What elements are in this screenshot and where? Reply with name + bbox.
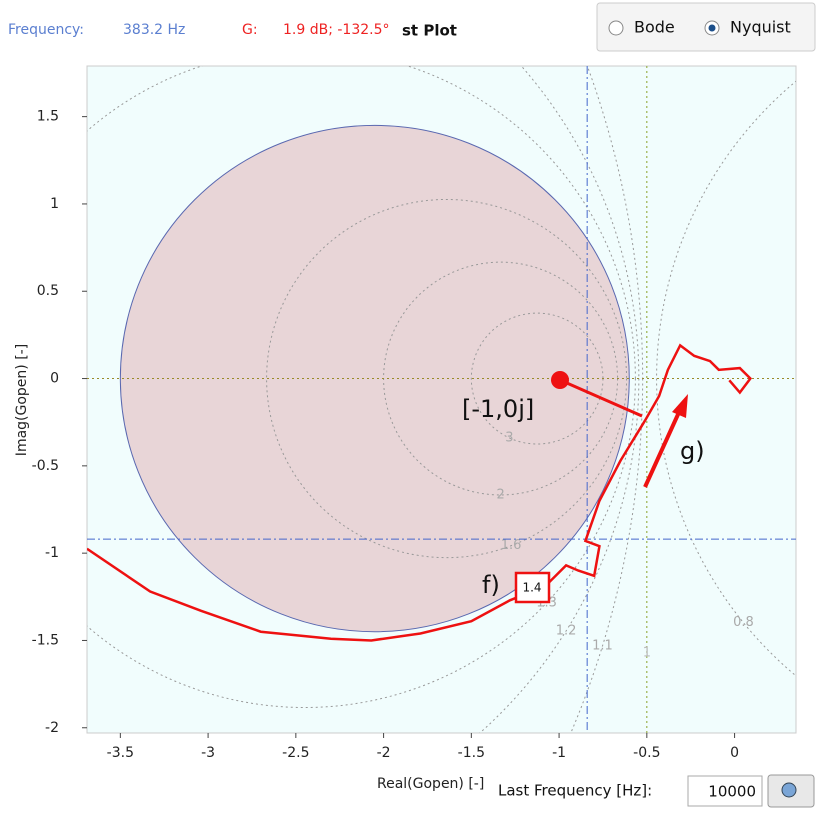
boxed-label: 1.4 (522, 581, 541, 595)
frequency-value: 383.2 Hz (123, 22, 185, 38)
x-tick-label: -1.5 (458, 745, 485, 761)
y-tick-label: -2 (45, 720, 59, 736)
g-annotation: g) (680, 437, 705, 465)
m-circle (656, 80, 796, 677)
m-circle-label: 3 (505, 430, 513, 445)
m-circle-label: 0.8 (733, 615, 754, 630)
arrow-line (643, 409, 682, 488)
y-tick-label: -1 (45, 545, 59, 561)
x-tick-label: -3 (201, 745, 215, 761)
m-circle (266, 198, 628, 559)
footer-bg (494, 772, 684, 808)
stability-circle (119, 124, 630, 633)
m-circle (87, 66, 636, 708)
zoom-icon (781, 782, 797, 798)
axes: -3.5 -3 -2.5 -2 -1.5 -1 -0.5 0 -2 -1.5 -1 -0.5 0 0.5 1… (32, 109, 739, 761)
arrow-head (672, 394, 688, 418)
m-circle-label: 1.2 (556, 623, 577, 638)
last-frequency-label: Last Frequency [Hz]: (498, 782, 652, 800)
x-tick-label: -1 (552, 745, 566, 761)
y-tick-label: 0.5 (37, 283, 59, 299)
unit-gain-label: 1 (643, 646, 651, 661)
m-circle-label: 1.1 (592, 638, 613, 653)
x-tick-label: 0 (730, 745, 739, 761)
y-tick-label: 1.5 (37, 109, 59, 125)
y-axis-label: Imag(Gopen) [-] (14, 344, 30, 456)
radio-bode[interactable]: Bode (608, 18, 675, 37)
x-axis-label: Real(Gopen) [-] (377, 776, 484, 792)
x-tick-label: -0.5 (633, 745, 660, 761)
m-circle-label: 1.6 (501, 538, 522, 553)
gain-value: 1.9 dB; -132.5° (283, 22, 390, 38)
frequency-input-value: 10000 (708, 783, 756, 801)
y-tick-label: -1.5 (32, 632, 59, 648)
option-label: Nyquist (730, 18, 791, 37)
option-label: Bode (634, 18, 675, 37)
y-tick-label: 1 (50, 196, 59, 212)
y-tick-label: -0.5 (32, 458, 59, 474)
m-circle-label: 2 (496, 487, 504, 502)
gain-label: G: (242, 22, 258, 38)
y-tick-label: 0 (50, 371, 59, 387)
x-tick-label: -3.5 (107, 745, 134, 761)
frequency-input[interactable] (687, 775, 763, 807)
arrow-line (559, 378, 643, 418)
frequency-label: Frequency: (8, 22, 84, 38)
point-annotation: [-1,0j] (462, 395, 534, 423)
plot-title: st Plot (402, 22, 457, 40)
boxed-label-frame (514, 571, 551, 604)
f-annotation: f) (482, 571, 500, 599)
x-tick-label: -2.5 (282, 745, 309, 761)
nyquist-curve (87, 343, 753, 642)
radio-nyquist[interactable]: Nyquist (704, 18, 791, 37)
x-tick-label: -2 (377, 745, 391, 761)
